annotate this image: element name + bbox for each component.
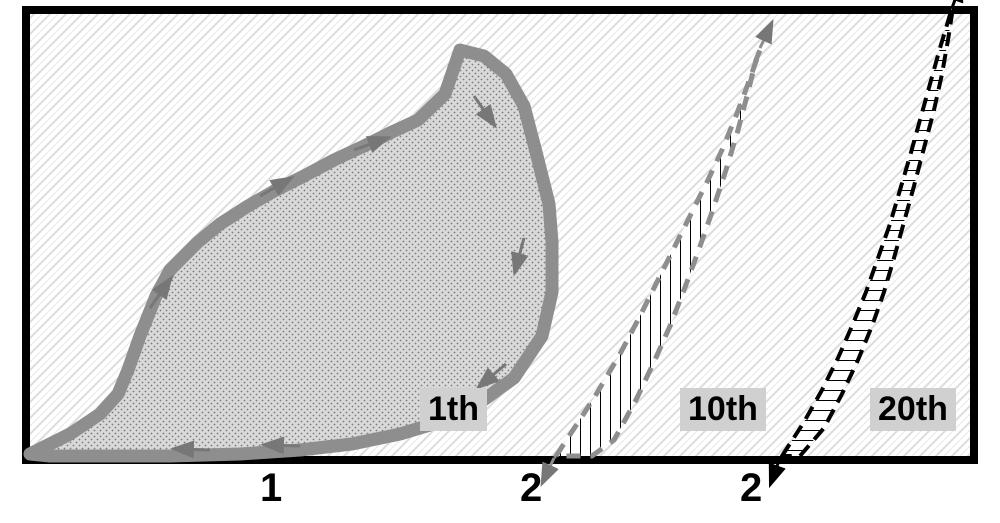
diagram-svg: [0, 0, 1000, 523]
axis-number-2b: 2: [740, 466, 762, 511]
axis-number-2a: 2: [520, 466, 542, 511]
label-10th: 10th: [680, 388, 766, 431]
diagram-canvas: 1th 10th 20th 1 2 2: [0, 0, 1000, 523]
axis-number-1: 1: [260, 466, 282, 511]
label-1th: 1th: [420, 388, 487, 431]
label-20th: 20th: [870, 388, 956, 431]
